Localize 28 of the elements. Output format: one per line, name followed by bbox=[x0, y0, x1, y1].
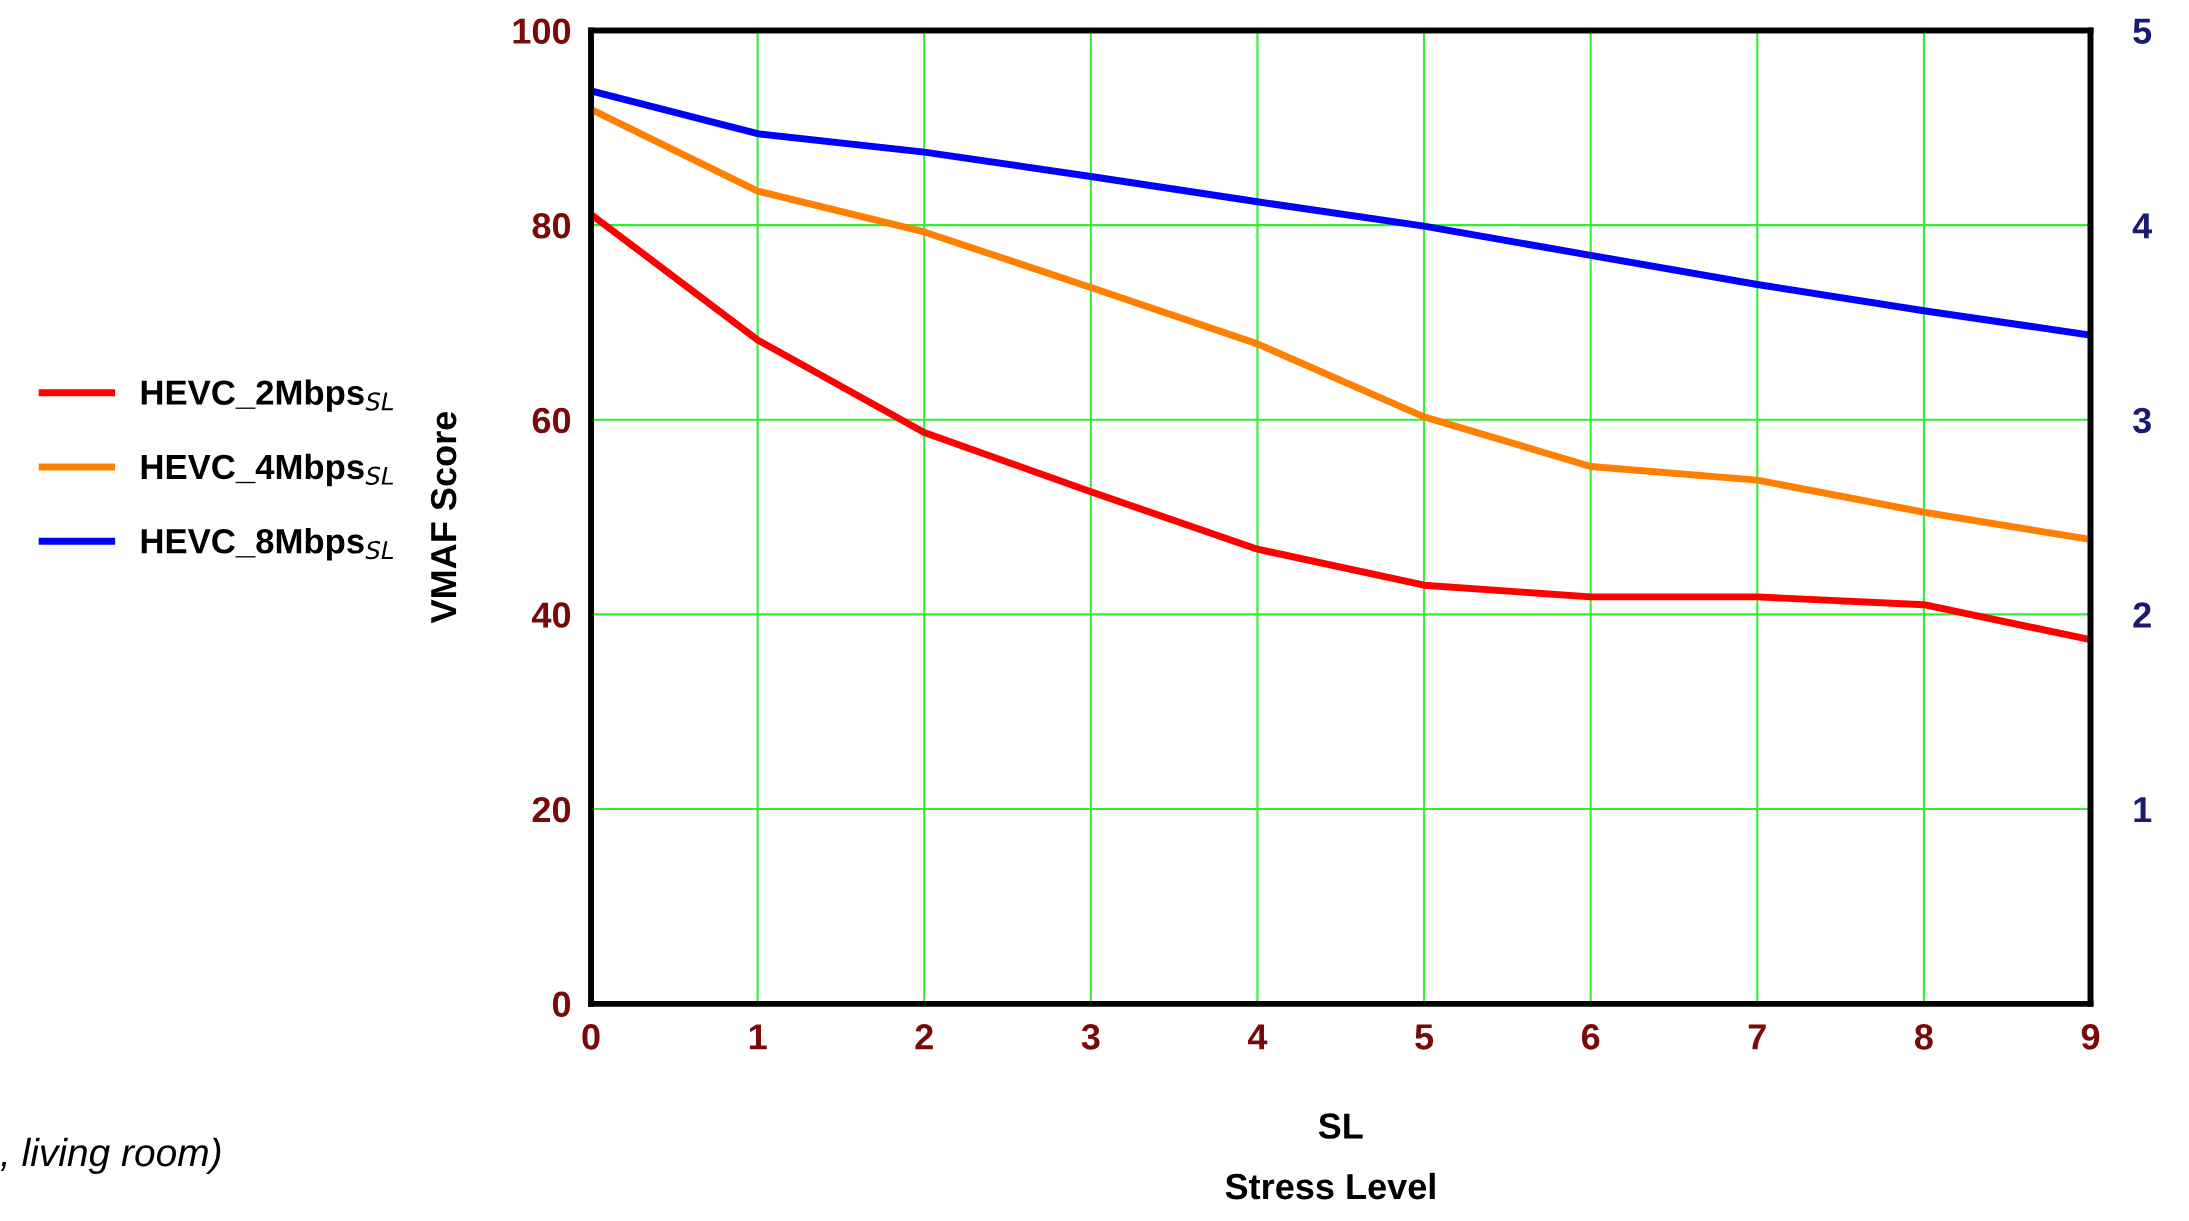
x-tick-label: 7 bbox=[1748, 1024, 1766, 1050]
x-tick-label: 4 bbox=[1247, 1024, 1268, 1050]
x-tick-label: 2 bbox=[915, 1024, 933, 1050]
y-tick-label: 80 bbox=[532, 213, 571, 239]
y-axis-title: VMAF Score bbox=[430, 411, 457, 624]
x-tick-label: 3 bbox=[1081, 1024, 1100, 1050]
y2-tick-label: 3 bbox=[2132, 407, 2151, 434]
x-tick-label: 0 bbox=[582, 1024, 600, 1050]
y-tick-label: 0 bbox=[552, 991, 571, 1018]
legend-label: HEVC_4Mbps$_{SL}$ bbox=[141, 453, 393, 487]
x-tick-label: 5 bbox=[1415, 1024, 1434, 1050]
y2-tick-label: 1 bbox=[2134, 797, 2152, 823]
y2-tick-label: 4 bbox=[2132, 213, 2153, 239]
text: , living room) bbox=[0, 1137, 221, 1175]
x-tick-label: 6 bbox=[1581, 1024, 1600, 1050]
legend-label: HEVC_8Mbps$_{SL}$ bbox=[141, 528, 393, 561]
text: Stress Level bbox=[1225, 1172, 1435, 1200]
y2-tick-label: 5 bbox=[2133, 18, 2152, 44]
y-tick-label: 40 bbox=[531, 602, 571, 628]
x-tick-label: 8 bbox=[1914, 1024, 1933, 1050]
y2-tick-label: 2 bbox=[2133, 602, 2151, 628]
y-tick-label: 20 bbox=[532, 796, 571, 823]
x-axis-title: SL bbox=[1318, 1113, 1363, 1139]
x-tick-label: 9 bbox=[2081, 1024, 2100, 1050]
y-tick-label: 100 bbox=[513, 18, 571, 44]
x-tick-label: 1 bbox=[749, 1024, 767, 1050]
y-tick-label: 60 bbox=[532, 407, 571, 434]
legend-label: HEVC_2Mbps$_{SL}$ bbox=[141, 379, 393, 412]
